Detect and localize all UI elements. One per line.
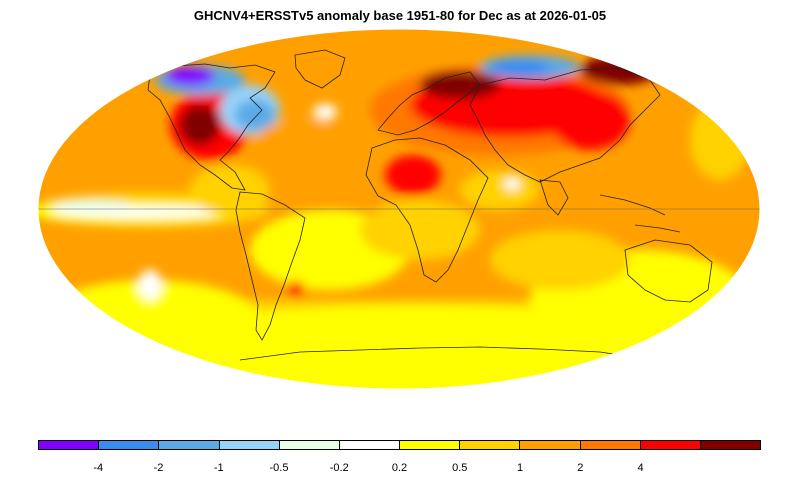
legend-swatch bbox=[279, 441, 340, 449]
legend-swatch bbox=[39, 441, 100, 449]
legend-tick-label: 2 bbox=[577, 462, 584, 474]
legend-swatch bbox=[400, 441, 461, 449]
legend-tick-label: 0.5 bbox=[452, 462, 468, 474]
legend-swatch bbox=[99, 441, 160, 449]
legend-swatch bbox=[640, 441, 701, 449]
legend-swatch bbox=[700, 441, 761, 449]
legend-tick-label: -0.5 bbox=[269, 462, 289, 474]
legend-swatch bbox=[580, 441, 641, 449]
globe-outline bbox=[37, 28, 761, 390]
legend-swatch bbox=[219, 441, 280, 449]
legend-tick-label: -2 bbox=[153, 462, 164, 474]
legend-tick-label: -1 bbox=[213, 462, 224, 474]
legend-tick-label: -4 bbox=[93, 462, 104, 474]
legend-tick-label: 1 bbox=[516, 462, 524, 474]
legend-tick-label: 0.2 bbox=[391, 462, 408, 474]
legend-swatch bbox=[460, 441, 521, 449]
legend-swatch bbox=[159, 441, 220, 449]
legend-tick-label: 4 bbox=[637, 462, 644, 474]
anomaly-field bbox=[38, 29, 760, 389]
legend-color-bar bbox=[38, 440, 761, 450]
anomaly-map bbox=[37, 28, 761, 390]
legend-swatch bbox=[520, 441, 581, 449]
coastlines bbox=[147, 49, 713, 361]
legend-swatch bbox=[339, 441, 401, 449]
legend-tick-label: -0.2 bbox=[329, 462, 349, 474]
map-title: GHCNV4+ERSSTv5 anomaly base 1951-80 for … bbox=[193, 8, 607, 23]
